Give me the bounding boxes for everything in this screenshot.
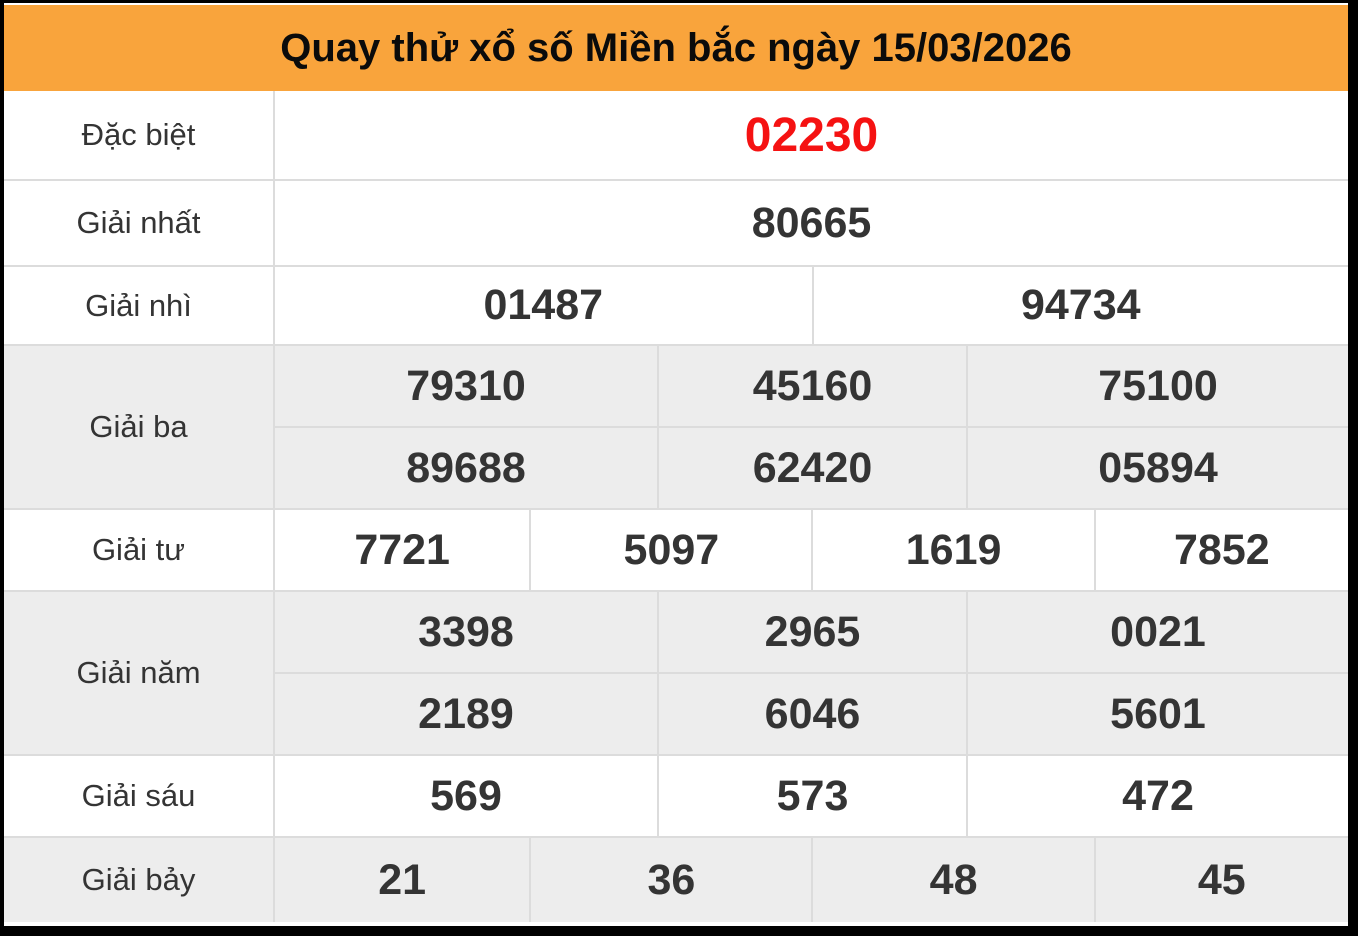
prize-row: Đặc biệt 02230 bbox=[4, 91, 1348, 179]
prize-number: 2965 bbox=[656, 592, 966, 672]
prize-number: 6046 bbox=[656, 674, 966, 754]
prize-row: Giải nhất 80665 bbox=[4, 179, 1348, 265]
prize-number: 1619 bbox=[811, 510, 1093, 590]
prize-row: Giải bảy 21 36 48 45 bbox=[4, 836, 1348, 922]
prize-number: 01487 bbox=[483, 281, 604, 329]
prize-label: Giải sáu bbox=[4, 756, 275, 836]
prize-label: Giải ba bbox=[4, 346, 275, 508]
prize-row: Giải năm 3398 2965 0021 2189 6046 5601 bbox=[4, 590, 1348, 754]
prize-number: 75100 bbox=[966, 346, 1348, 426]
prize-values: 3398 2965 0021 2189 6046 5601 bbox=[275, 592, 1348, 754]
prize-number: 36 bbox=[529, 838, 811, 922]
prize-row: Giải nhì 01487 94734 bbox=[4, 265, 1348, 344]
prize-number: 79310 bbox=[406, 361, 526, 410]
results-page: Quay thử xổ số Miền bắc ngày 15/03/2026 … bbox=[4, 3, 1348, 926]
prize-row: Giải ba 79310 45160 75100 89688 62420 05894 bbox=[4, 344, 1348, 508]
prize-number: 472 bbox=[966, 756, 1348, 836]
prize-number: 5601 bbox=[966, 674, 1348, 754]
prize-number: 2189 bbox=[418, 689, 514, 738]
prize-number: 80665 bbox=[751, 198, 872, 247]
prize-label: Giải năm bbox=[4, 592, 275, 754]
prize-line: 569 573 472 bbox=[275, 756, 1348, 836]
prize-line: 21 36 48 45 bbox=[275, 838, 1348, 922]
prize-number: 45 bbox=[1093, 838, 1348, 922]
prize-number: 62420 bbox=[656, 428, 966, 508]
prize-row: Giải tư 7721 5097 1619 7852 bbox=[4, 508, 1348, 590]
prize-number: 5097 bbox=[529, 510, 811, 590]
prize-line: 80665 bbox=[275, 181, 1348, 265]
prize-label: Giải nhì bbox=[4, 267, 275, 344]
prize-number: 7852 bbox=[1093, 510, 1348, 590]
prize-number: 569 bbox=[430, 771, 502, 820]
prize-line: 79310 45160 75100 bbox=[275, 346, 1348, 426]
prize-number: 89688 bbox=[406, 443, 526, 492]
prize-values: 7721 5097 1619 7852 bbox=[275, 510, 1348, 590]
prize-number: 3398 bbox=[418, 607, 514, 656]
prize-number: 21 bbox=[378, 855, 427, 904]
prize-number: 0021 bbox=[966, 592, 1348, 672]
prize-line: 3398 2965 0021 bbox=[275, 592, 1348, 672]
prize-number: 45160 bbox=[656, 346, 966, 426]
prize-line: 01487 94734 bbox=[275, 267, 1348, 344]
prize-number: 48 bbox=[811, 838, 1093, 922]
prize-line: 02230 bbox=[275, 91, 1348, 179]
prize-values: 569 573 472 bbox=[275, 756, 1348, 836]
prize-label: Giải nhất bbox=[4, 181, 275, 265]
prize-number: 7721 bbox=[354, 525, 450, 574]
prize-label: Giải tư bbox=[4, 510, 275, 590]
prize-values: 01487 94734 bbox=[275, 267, 1348, 344]
prize-label: Giải bảy bbox=[4, 838, 275, 922]
prize-line: 2189 6046 5601 bbox=[275, 672, 1348, 754]
prize-number: 05894 bbox=[966, 428, 1348, 508]
results-table: Đặc biệt 02230 Giải nhất 80665 Giải nhì … bbox=[4, 91, 1348, 922]
prize-label: Đặc biệt bbox=[4, 91, 275, 179]
prize-number: 573 bbox=[656, 756, 966, 836]
prize-line: 7721 5097 1619 7852 bbox=[275, 510, 1348, 590]
prize-line: 89688 62420 05894 bbox=[275, 426, 1348, 508]
page-title: Quay thử xổ số Miền bắc ngày 15/03/2026 bbox=[280, 25, 1072, 70]
prize-values: 80665 bbox=[275, 181, 1348, 265]
prize-values: 79310 45160 75100 89688 62420 05894 bbox=[275, 346, 1348, 508]
prize-values: 02230 bbox=[275, 91, 1348, 179]
prize-values: 21 36 48 45 bbox=[275, 838, 1348, 922]
special-prize-number: 02230 bbox=[744, 108, 879, 162]
title-bar: Quay thử xổ số Miền bắc ngày 15/03/2026 bbox=[4, 5, 1348, 91]
prize-row: Giải sáu 569 573 472 bbox=[4, 754, 1348, 836]
prize-number: 94734 bbox=[811, 267, 1349, 344]
